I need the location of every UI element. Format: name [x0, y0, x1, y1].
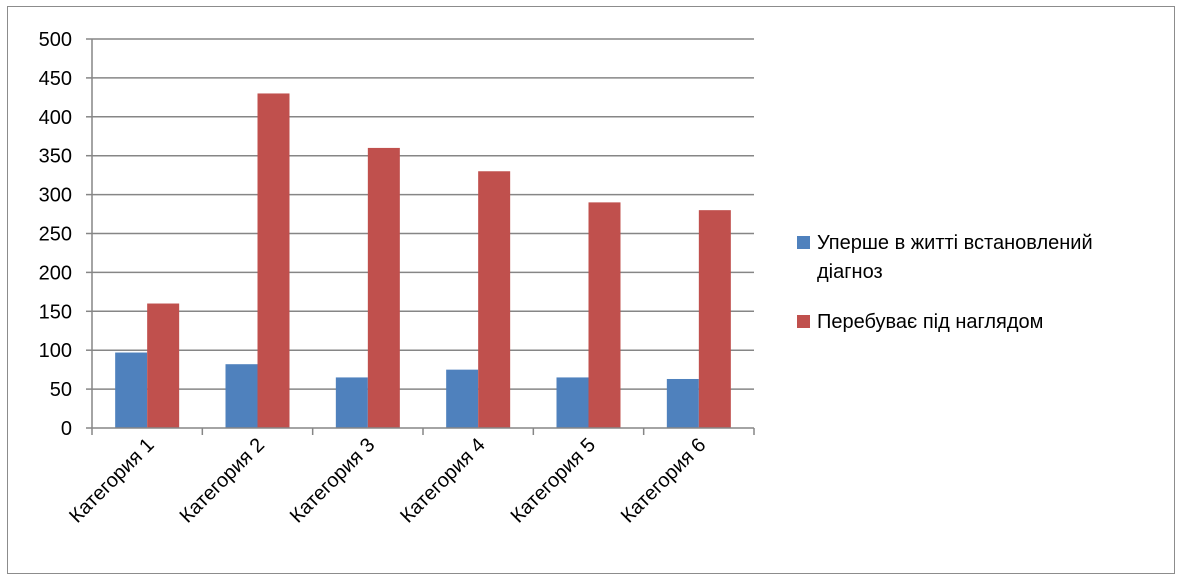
legend-swatch	[797, 236, 810, 249]
bar-under-observation	[478, 171, 511, 428]
gridlines	[92, 38, 754, 390]
bar-first-diagnosis	[556, 377, 589, 428]
legend-label: Перебуває під наглядом	[817, 311, 1043, 333]
bar-first-diagnosis	[115, 352, 148, 428]
y-tick-label: 0	[61, 418, 72, 440]
bar-under-observation	[147, 303, 180, 428]
y-tick-label: 50	[50, 379, 72, 401]
bar-under-observation	[367, 147, 400, 429]
legend-label: діагноз	[817, 261, 883, 283]
bar-first-diagnosis	[225, 364, 258, 428]
bars	[115, 93, 731, 429]
y-tick-label: 500	[39, 29, 72, 51]
x-tick-label: Категория 2	[176, 434, 269, 527]
bar-first-diagnosis	[446, 369, 479, 428]
legend-label: Уперше в житті встановлений	[817, 232, 1093, 254]
x-tick-label: Категория 6	[617, 434, 710, 527]
x-tick-label: Категория 3	[286, 434, 379, 527]
bar-first-diagnosis	[335, 377, 368, 428]
y-tick-label: 200	[39, 262, 72, 284]
y-tick-label: 450	[39, 68, 72, 90]
bar-under-observation	[257, 93, 290, 429]
legend: Уперше в житті встановлений діагноз Перебу…	[797, 232, 1093, 333]
x-tick-label: Категория 5	[507, 434, 600, 527]
y-tick-label: 400	[39, 107, 72, 129]
bar-under-observation	[698, 210, 731, 428]
y-tick-label: 150	[39, 301, 72, 323]
y-tick-label: 300	[39, 185, 72, 207]
x-tick-label: Категория 4	[396, 434, 489, 527]
legend-swatch	[797, 315, 810, 328]
y-tick-label: 350	[39, 146, 72, 168]
y-tick-label: 250	[39, 224, 72, 246]
bar-under-observation	[588, 202, 621, 428]
x-tick-label: Категория 1	[65, 434, 158, 527]
bar-first-diagnosis	[666, 378, 699, 428]
y-tick-label: 100	[39, 340, 72, 362]
